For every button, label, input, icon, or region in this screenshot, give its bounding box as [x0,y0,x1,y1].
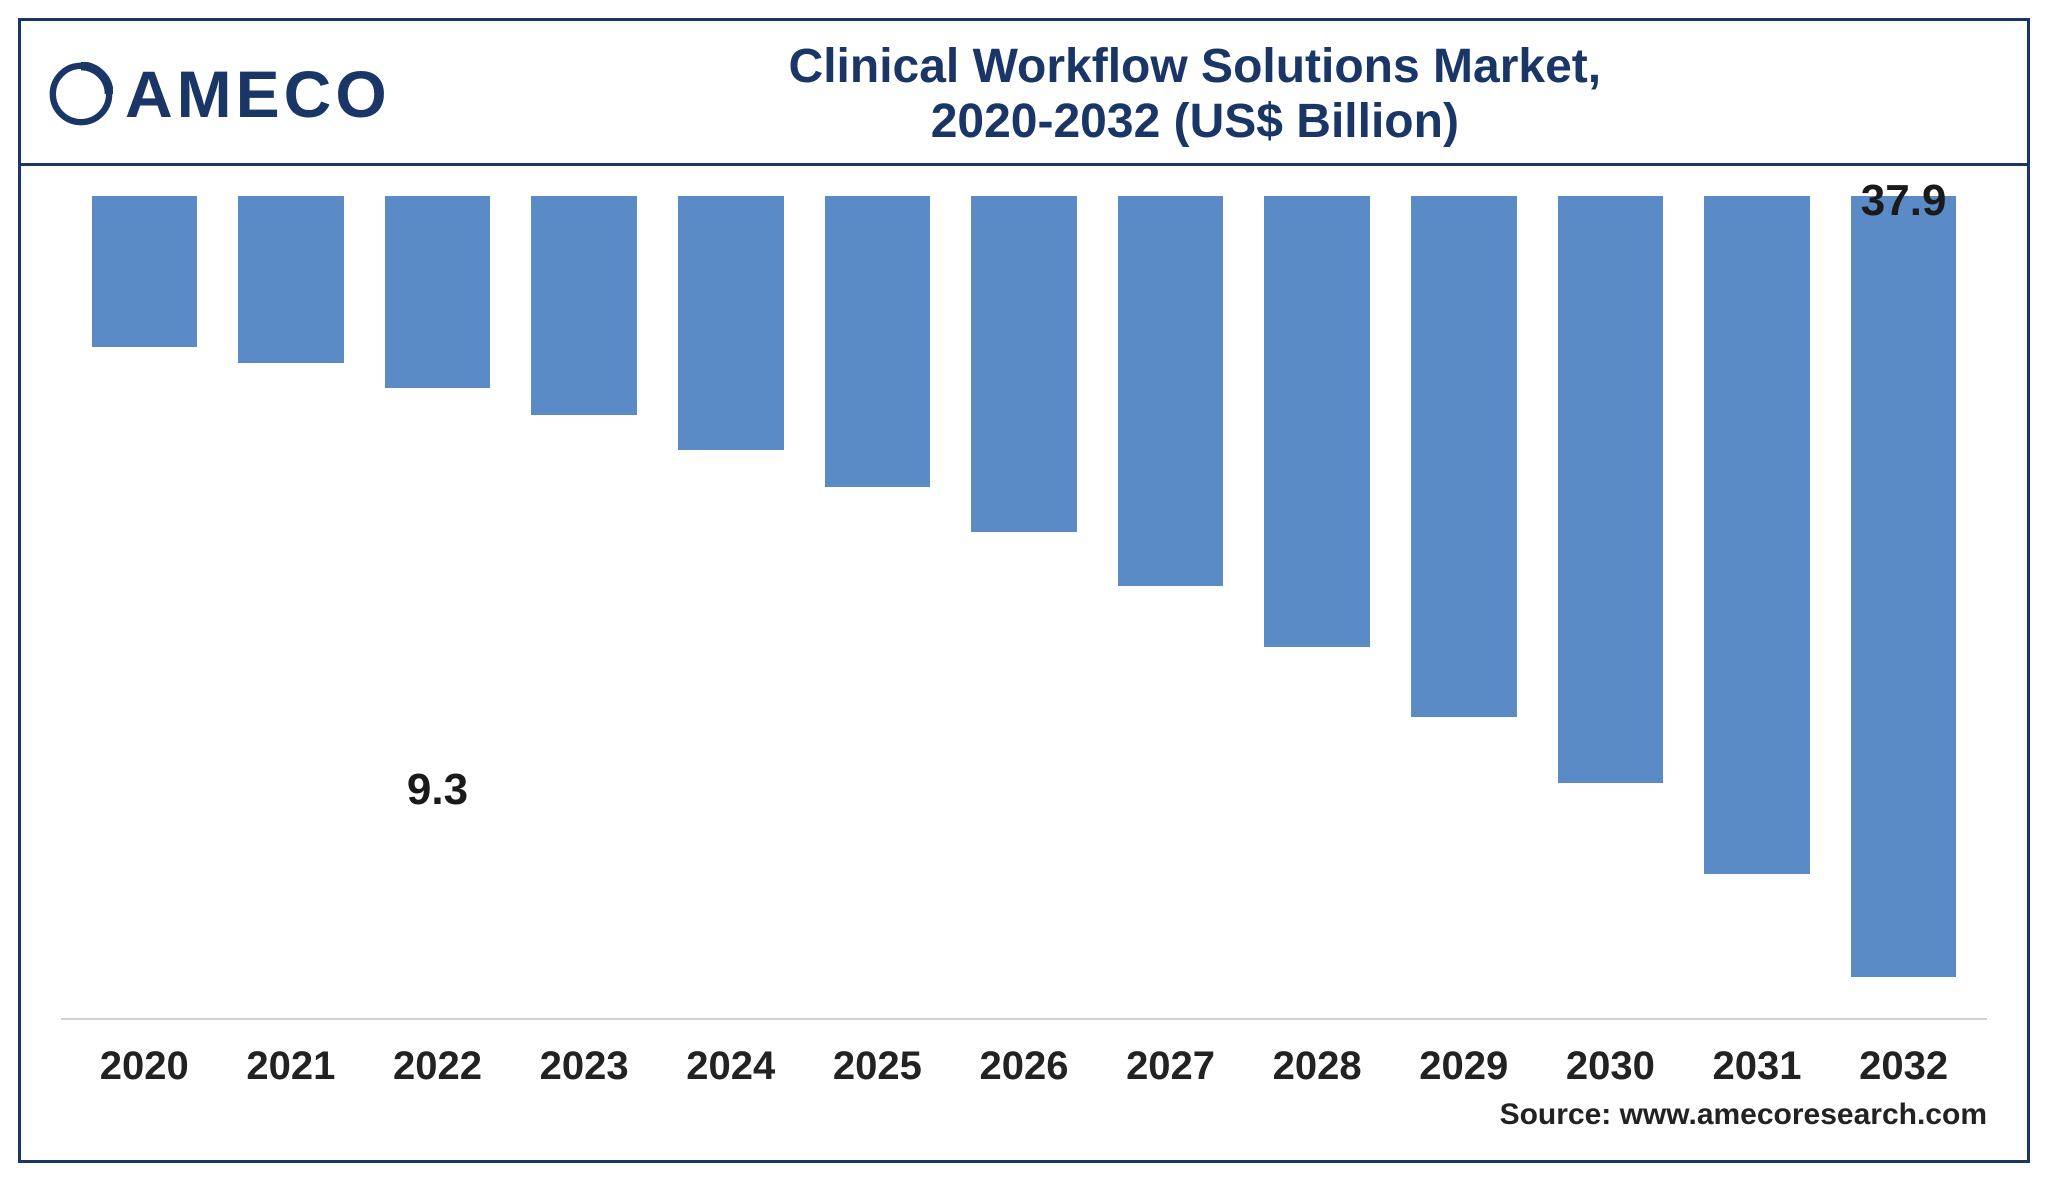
bar [531,196,637,414]
plot: 202020219.320222023202420252026202720282… [61,196,1987,1020]
bar [1851,196,1957,976]
x-tick-label: 2023 [540,1044,629,1089]
bar-slot: 2030 [1537,196,1684,1020]
title-line-2: 2020-2032 (US$ Billion) [391,94,1999,149]
bar [385,196,491,387]
x-tick-label: 2027 [1126,1044,1215,1089]
x-tick-label: 2028 [1273,1044,1362,1089]
bar-value-label: 9.3 [407,765,468,815]
bar-slot: 2026 [951,196,1098,1020]
chart-title: Clinical Workflow Solutions Market, 2020… [391,39,1999,149]
bar [1704,196,1810,873]
bar [1411,196,1517,717]
bar-slot: 2023 [511,196,658,1020]
source-attribution: Source: www.amecoresearch.com [1500,1098,1987,1132]
bar-slot: 2028 [1244,196,1391,1020]
bar [1558,196,1664,783]
x-tick-label: 2020 [100,1044,189,1089]
bar-slot: 37.92032 [1830,196,1977,1020]
bar-value-label: 37.9 [1861,176,1947,226]
x-tick-label: 2024 [686,1044,775,1089]
x-tick-label: 2026 [979,1044,1068,1089]
chart-area: 202020219.320222023202420252026202720282… [21,166,2027,1160]
bar [1264,196,1370,647]
x-tick-label: 2025 [833,1044,922,1089]
header: AMECO Clinical Workflow Solutions Market… [21,21,2027,166]
x-axis-baseline [61,1018,1987,1020]
bar [825,196,931,486]
bar-slot: 2024 [657,196,804,1020]
chart-container: AMECO Clinical Workflow Solutions Market… [18,18,2030,1163]
x-tick-label: 2029 [1419,1044,1508,1089]
x-tick-label: 2030 [1566,1044,1655,1089]
bar [971,196,1077,532]
x-tick-label: 2021 [246,1044,335,1089]
bar-slot: 2021 [218,196,365,1020]
logo-icon [49,62,113,126]
x-tick-label: 2031 [1713,1044,1802,1089]
bar-slot: 2031 [1684,196,1831,1020]
bar-slot: 2020 [71,196,218,1020]
logo: AMECO [49,56,391,132]
bar [92,196,198,346]
bar-slot: 2025 [804,196,951,1020]
bar-slot: 9.32022 [364,196,511,1020]
logo-text: AMECO [125,56,391,132]
x-tick-label: 2032 [1859,1044,1948,1089]
bar-slot: 2029 [1390,196,1537,1020]
bar [1118,196,1224,585]
bar-slot: 2027 [1097,196,1244,1020]
bar [238,196,344,363]
bars-group: 202020219.320222023202420252026202720282… [61,196,1987,1020]
title-line-1: Clinical Workflow Solutions Market, [391,39,1999,94]
x-tick-label: 2022 [393,1044,482,1089]
bar [678,196,784,449]
